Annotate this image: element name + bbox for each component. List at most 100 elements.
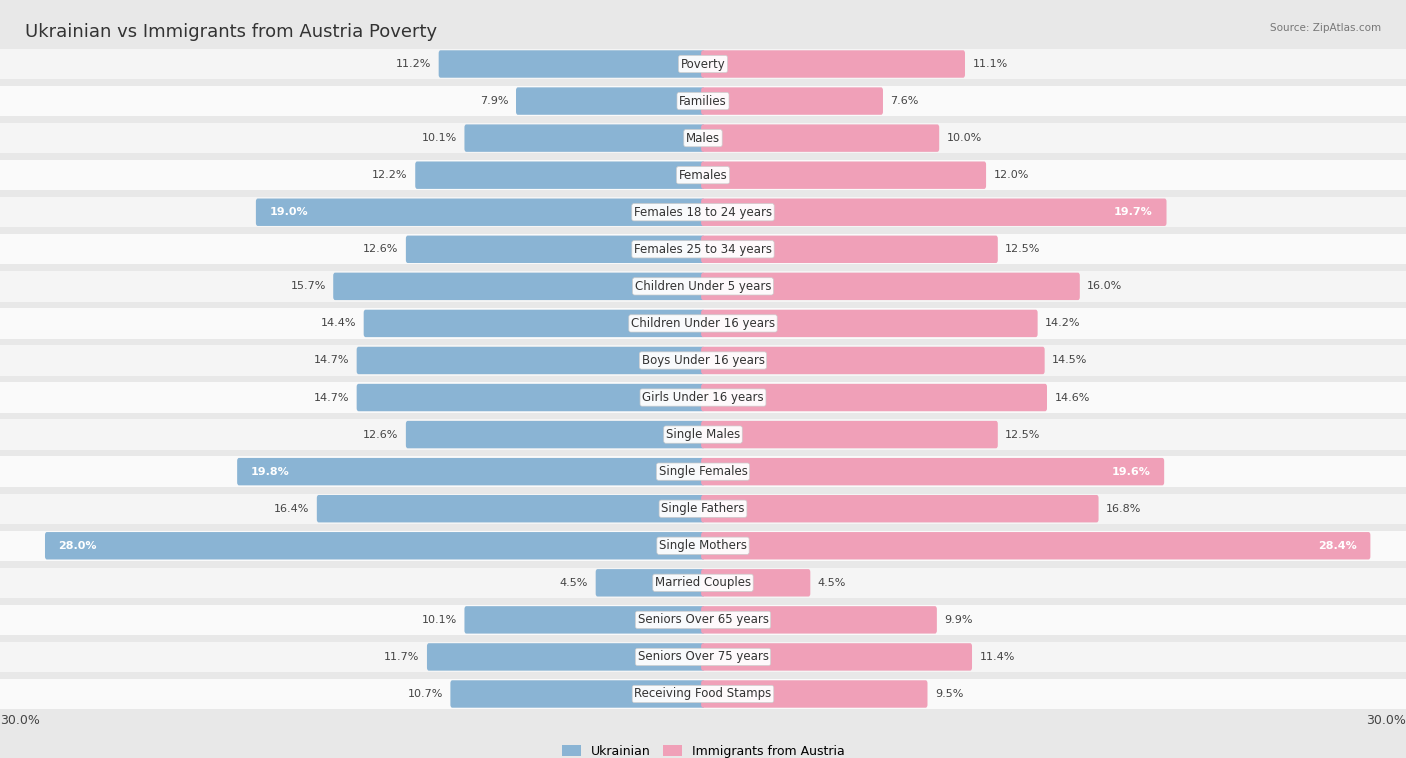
FancyBboxPatch shape bbox=[238, 458, 704, 485]
FancyBboxPatch shape bbox=[702, 644, 972, 671]
Text: 11.4%: 11.4% bbox=[980, 652, 1015, 662]
Bar bbox=[0, 309, 1406, 339]
Text: 12.5%: 12.5% bbox=[1005, 430, 1040, 440]
Text: 12.6%: 12.6% bbox=[363, 244, 398, 254]
Text: Children Under 16 years: Children Under 16 years bbox=[631, 317, 775, 330]
Bar bbox=[0, 346, 1406, 376]
FancyBboxPatch shape bbox=[702, 124, 939, 152]
Text: 11.2%: 11.2% bbox=[396, 59, 432, 69]
FancyBboxPatch shape bbox=[702, 421, 998, 448]
Text: Receiving Food Stamps: Receiving Food Stamps bbox=[634, 688, 772, 700]
FancyBboxPatch shape bbox=[702, 273, 1080, 300]
Bar bbox=[0, 568, 1406, 598]
Text: 14.5%: 14.5% bbox=[1052, 356, 1087, 365]
FancyBboxPatch shape bbox=[406, 421, 704, 448]
Text: 11.7%: 11.7% bbox=[384, 652, 419, 662]
Text: Males: Males bbox=[686, 132, 720, 145]
Text: 10.7%: 10.7% bbox=[408, 689, 443, 699]
FancyBboxPatch shape bbox=[427, 644, 704, 671]
Text: 19.6%: 19.6% bbox=[1112, 467, 1150, 477]
Bar bbox=[0, 86, 1406, 116]
Text: Families: Families bbox=[679, 95, 727, 108]
Legend: Ukrainian, Immigrants from Austria: Ukrainian, Immigrants from Austria bbox=[557, 740, 849, 758]
FancyBboxPatch shape bbox=[357, 346, 704, 374]
Text: Single Males: Single Males bbox=[666, 428, 740, 441]
Text: 14.4%: 14.4% bbox=[321, 318, 356, 328]
FancyBboxPatch shape bbox=[450, 680, 704, 708]
FancyBboxPatch shape bbox=[702, 569, 810, 597]
FancyBboxPatch shape bbox=[316, 495, 704, 522]
Bar bbox=[0, 419, 1406, 449]
FancyBboxPatch shape bbox=[702, 199, 1167, 226]
FancyBboxPatch shape bbox=[702, 161, 986, 189]
FancyBboxPatch shape bbox=[45, 532, 704, 559]
Text: 14.2%: 14.2% bbox=[1045, 318, 1081, 328]
Text: Children Under 5 years: Children Under 5 years bbox=[634, 280, 772, 293]
FancyBboxPatch shape bbox=[702, 495, 1098, 522]
Text: 30.0%: 30.0% bbox=[0, 714, 39, 728]
Text: 16.0%: 16.0% bbox=[1087, 281, 1122, 291]
FancyBboxPatch shape bbox=[516, 87, 704, 114]
Text: 11.1%: 11.1% bbox=[973, 59, 1008, 69]
FancyBboxPatch shape bbox=[702, 384, 1047, 412]
Text: 19.8%: 19.8% bbox=[250, 467, 290, 477]
Text: 30.0%: 30.0% bbox=[1367, 714, 1406, 728]
Text: 14.6%: 14.6% bbox=[1054, 393, 1090, 402]
Text: 4.5%: 4.5% bbox=[560, 578, 588, 587]
FancyBboxPatch shape bbox=[702, 606, 936, 634]
Text: 9.5%: 9.5% bbox=[935, 689, 963, 699]
Text: Single Fathers: Single Fathers bbox=[661, 503, 745, 515]
Text: Boys Under 16 years: Boys Under 16 years bbox=[641, 354, 765, 367]
FancyBboxPatch shape bbox=[702, 532, 1371, 559]
Bar bbox=[0, 49, 1406, 79]
Text: 12.2%: 12.2% bbox=[373, 171, 408, 180]
FancyBboxPatch shape bbox=[439, 50, 704, 78]
Bar bbox=[0, 456, 1406, 487]
Text: 14.7%: 14.7% bbox=[314, 356, 349, 365]
Text: 9.9%: 9.9% bbox=[945, 615, 973, 625]
FancyBboxPatch shape bbox=[702, 346, 1045, 374]
FancyBboxPatch shape bbox=[357, 384, 704, 412]
Text: 16.8%: 16.8% bbox=[1107, 504, 1142, 514]
Bar bbox=[0, 605, 1406, 635]
Bar bbox=[0, 160, 1406, 190]
Text: 7.6%: 7.6% bbox=[890, 96, 920, 106]
FancyBboxPatch shape bbox=[702, 310, 1038, 337]
Text: Seniors Over 65 years: Seniors Over 65 years bbox=[637, 613, 769, 626]
Bar bbox=[0, 493, 1406, 524]
Text: 19.7%: 19.7% bbox=[1114, 207, 1153, 218]
Text: Ukrainian vs Immigrants from Austria Poverty: Ukrainian vs Immigrants from Austria Pov… bbox=[25, 23, 437, 41]
Text: Females: Females bbox=[679, 169, 727, 182]
Text: 28.4%: 28.4% bbox=[1317, 540, 1357, 551]
Text: 14.7%: 14.7% bbox=[314, 393, 349, 402]
Text: Girls Under 16 years: Girls Under 16 years bbox=[643, 391, 763, 404]
Text: 4.5%: 4.5% bbox=[818, 578, 846, 587]
FancyBboxPatch shape bbox=[702, 87, 883, 114]
FancyBboxPatch shape bbox=[364, 310, 704, 337]
FancyBboxPatch shape bbox=[333, 273, 704, 300]
Bar bbox=[0, 123, 1406, 153]
FancyBboxPatch shape bbox=[596, 569, 704, 597]
FancyBboxPatch shape bbox=[464, 606, 704, 634]
Text: 10.1%: 10.1% bbox=[422, 615, 457, 625]
Text: Seniors Over 75 years: Seniors Over 75 years bbox=[637, 650, 769, 663]
Text: 10.0%: 10.0% bbox=[946, 133, 981, 143]
FancyBboxPatch shape bbox=[464, 124, 704, 152]
Bar bbox=[0, 531, 1406, 561]
FancyBboxPatch shape bbox=[702, 236, 998, 263]
Text: 12.0%: 12.0% bbox=[994, 171, 1029, 180]
Bar bbox=[0, 642, 1406, 672]
FancyBboxPatch shape bbox=[256, 199, 704, 226]
Text: Poverty: Poverty bbox=[681, 58, 725, 70]
Bar bbox=[0, 271, 1406, 302]
Bar bbox=[0, 234, 1406, 265]
Bar bbox=[0, 679, 1406, 709]
Text: 28.0%: 28.0% bbox=[59, 540, 97, 551]
Bar bbox=[0, 197, 1406, 227]
FancyBboxPatch shape bbox=[406, 236, 704, 263]
Text: Single Mothers: Single Mothers bbox=[659, 539, 747, 553]
FancyBboxPatch shape bbox=[702, 458, 1164, 485]
Text: Married Couples: Married Couples bbox=[655, 576, 751, 589]
Bar bbox=[0, 382, 1406, 412]
Text: Females 25 to 34 years: Females 25 to 34 years bbox=[634, 243, 772, 255]
